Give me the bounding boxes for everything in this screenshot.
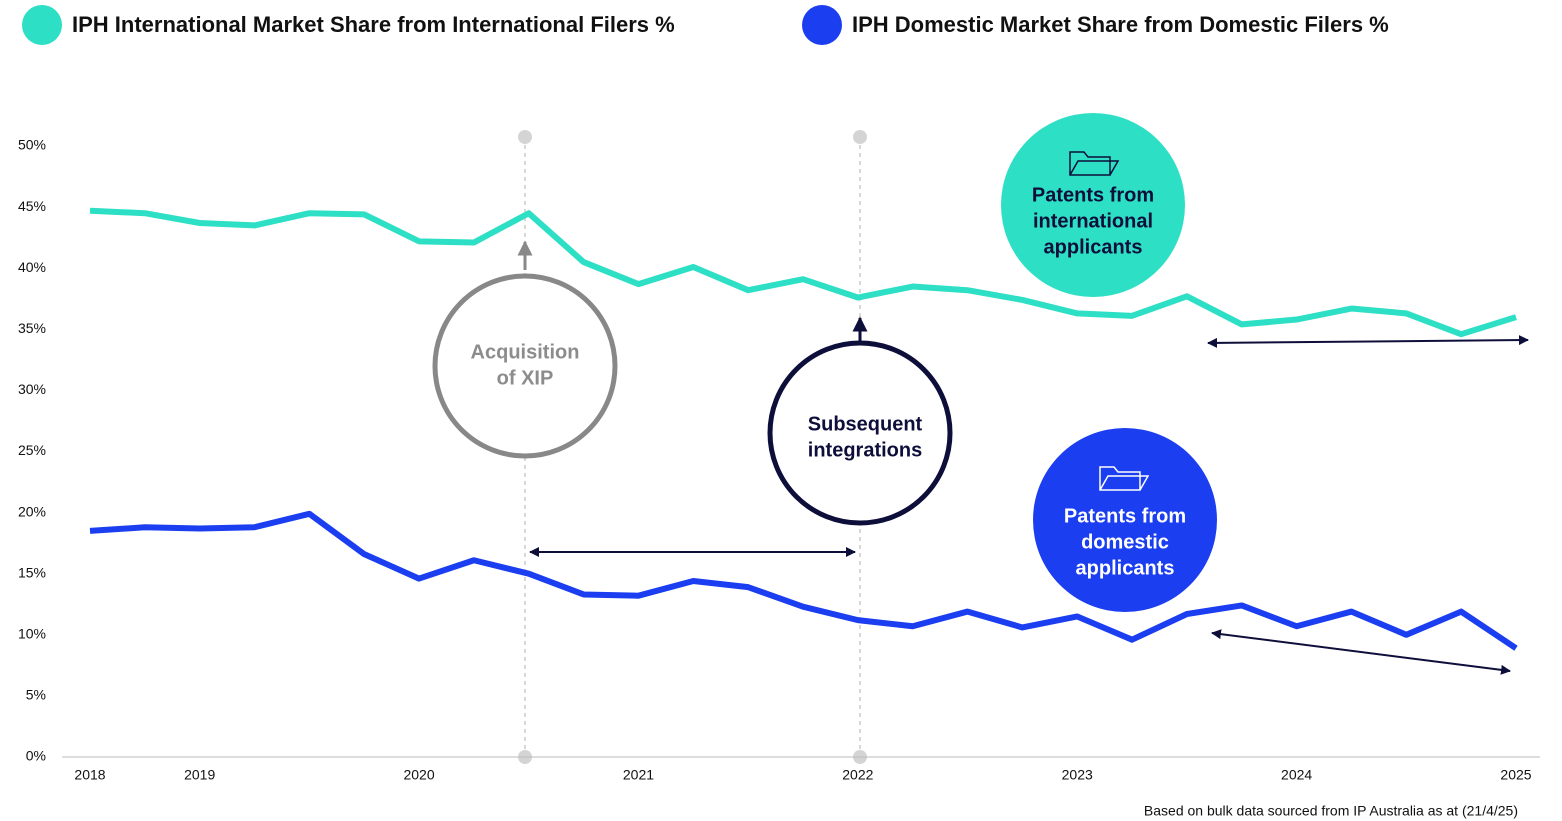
- y-tick-label: 40%: [18, 259, 46, 275]
- folder-icon: [1069, 151, 1120, 176]
- y-tick-label: 0%: [26, 748, 46, 764]
- y-tick-label: 50%: [18, 137, 46, 153]
- annotation-circle: [1033, 428, 1217, 612]
- annotation-text: Patents from: [1032, 184, 1154, 206]
- event-dot: [518, 130, 532, 144]
- annotation-circle: [432, 273, 618, 459]
- y-tick-label: 25%: [18, 442, 46, 458]
- legend-swatch: [802, 5, 842, 45]
- annotation-text: applicants: [1044, 236, 1143, 258]
- data-line: [89, 510, 1518, 651]
- y-tick-label: 20%: [18, 503, 46, 519]
- legend-label: IPH International Market Share from Inte…: [72, 12, 675, 37]
- annotation-text: Subsequent: [808, 413, 923, 435]
- annotation-text: applicants: [1076, 557, 1175, 579]
- x-tick-label: 2025: [1500, 767, 1531, 783]
- event-dot: [853, 130, 867, 144]
- annotation-text: Patents from: [1064, 505, 1186, 527]
- annotation-text: domestic: [1081, 531, 1169, 553]
- x-tick-label: 2023: [1062, 767, 1093, 783]
- y-tick-label: 15%: [18, 564, 46, 580]
- range-arrow: [1211, 629, 1511, 675]
- legend-swatch: [22, 5, 62, 45]
- annotation-text: of XIP: [497, 367, 554, 389]
- annotation-text: international: [1033, 210, 1153, 232]
- source-note: Based on bulk data sourced from IP Austr…: [1144, 803, 1518, 819]
- data-line: [89, 207, 1517, 338]
- y-tick-label: 30%: [18, 381, 46, 397]
- annotation-circle: [1001, 113, 1185, 297]
- y-tick-label: 10%: [18, 626, 46, 642]
- range-arrow: [1207, 335, 1529, 348]
- x-tick-label: 2024: [1281, 767, 1312, 783]
- x-tick-label: 2018: [74, 767, 105, 783]
- x-tick-label: 2020: [403, 767, 434, 783]
- y-tick-label: 45%: [18, 198, 46, 214]
- annotation-circle: [767, 340, 953, 526]
- annotation-text: integrations: [808, 439, 922, 461]
- x-tick-label: 2019: [184, 767, 215, 783]
- legend-label: IPH Domestic Market Share from Domestic …: [852, 12, 1389, 37]
- y-tick-label: 5%: [26, 687, 46, 703]
- annotation-layer: [432, 113, 1529, 764]
- annotation-text: Acquisition: [471, 341, 580, 363]
- y-tick-label: 35%: [18, 320, 46, 336]
- x-tick-label: 2021: [623, 767, 654, 783]
- folder-icon: [1099, 466, 1150, 491]
- x-tick-label: 2022: [842, 767, 873, 783]
